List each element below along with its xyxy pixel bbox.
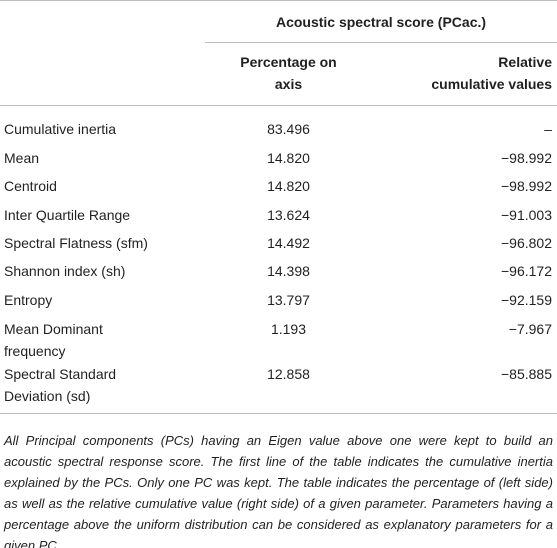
cell: 13.797 [267,292,310,308]
row-label: Spectral Standard Deviation (sd) [4,366,117,404]
cell: 14.820 [267,150,310,166]
rule [205,42,557,43]
rule [0,413,557,414]
column-header: Relative cumulative values [431,54,552,92]
cell: −91.003 [501,207,552,223]
cell: 14.398 [267,263,310,279]
cell: 14.492 [267,235,310,251]
group-header: Acoustic spectral score (PCac.) [275,14,487,30]
column-header: Percentage on axis [240,54,337,92]
cell: −98.992 [501,178,552,194]
cell: −7.967 [508,321,552,337]
cell: 13.624 [267,207,310,223]
cell: – [544,121,552,137]
cell: −98.992 [501,150,552,166]
cell: 12.858 [267,366,310,382]
row-label: Centroid [4,178,57,194]
cell: −92.159 [501,292,552,308]
row-label: Shannon index (sh) [4,263,126,279]
row-label: Mean [4,150,40,166]
row-label: Entropy [4,292,53,308]
cell: −96.802 [501,235,552,251]
cell: −85.885 [501,366,552,382]
rule [0,105,557,106]
row-label: Spectral Flatness (sfm) [4,235,148,251]
footnote: All Principal components (PCs) having an… [4,433,553,548]
row-label: Mean Dominant frequency [4,321,103,359]
cell: 83.496 [267,121,310,137]
row-label: Inter Quartile Range [4,207,131,223]
rule [0,0,557,1]
cell: 1.193 [270,321,307,337]
row-label: Cumulative inertia [4,121,117,137]
cell: 14.820 [267,178,310,194]
cell: −96.172 [501,263,552,279]
